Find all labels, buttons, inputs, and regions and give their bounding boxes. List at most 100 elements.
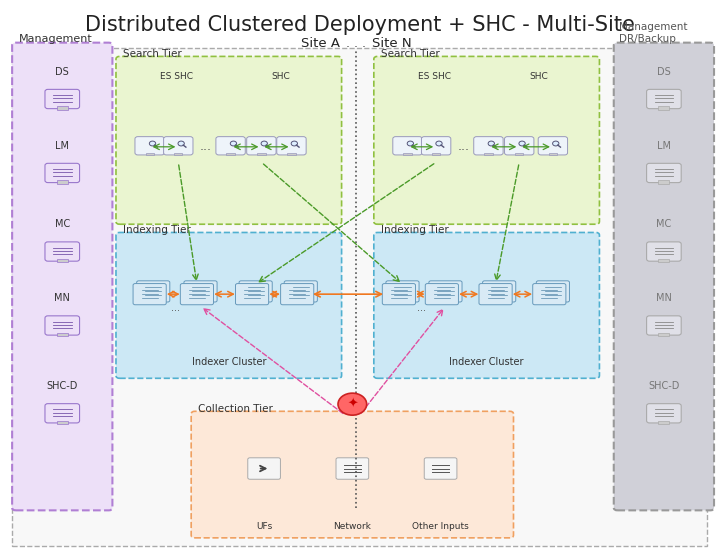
Text: MC: MC [55, 219, 70, 229]
FancyBboxPatch shape [191, 411, 513, 538]
FancyBboxPatch shape [57, 106, 68, 110]
FancyBboxPatch shape [280, 284, 313, 305]
FancyBboxPatch shape [184, 281, 217, 302]
FancyBboxPatch shape [505, 137, 534, 155]
Text: SHC-D: SHC-D [47, 381, 78, 391]
FancyBboxPatch shape [659, 421, 669, 424]
Text: Indexer Cluster: Indexer Cluster [191, 357, 266, 367]
FancyBboxPatch shape [12, 48, 707, 546]
Text: Distributed Clustered Deployment + SHC - Multi-Site: Distributed Clustered Deployment + SHC -… [85, 15, 634, 35]
FancyBboxPatch shape [257, 153, 265, 155]
FancyBboxPatch shape [646, 242, 681, 261]
FancyBboxPatch shape [646, 163, 681, 182]
Circle shape [407, 141, 413, 146]
Text: SHC-D: SHC-D [649, 381, 679, 391]
FancyBboxPatch shape [374, 56, 600, 224]
FancyBboxPatch shape [336, 458, 369, 479]
FancyBboxPatch shape [45, 316, 80, 335]
Text: MN: MN [55, 293, 70, 303]
Text: Management: Management [19, 34, 92, 44]
FancyBboxPatch shape [57, 421, 68, 424]
FancyBboxPatch shape [45, 404, 80, 423]
FancyBboxPatch shape [239, 281, 273, 302]
FancyBboxPatch shape [403, 153, 411, 155]
FancyBboxPatch shape [57, 259, 68, 262]
Text: DS: DS [55, 67, 69, 77]
FancyBboxPatch shape [116, 56, 342, 224]
Text: SHC: SHC [530, 72, 549, 81]
FancyBboxPatch shape [383, 284, 416, 305]
FancyBboxPatch shape [226, 153, 234, 155]
Text: ES SHC: ES SHC [418, 72, 451, 81]
FancyBboxPatch shape [429, 281, 462, 302]
FancyBboxPatch shape [533, 284, 566, 305]
FancyBboxPatch shape [614, 43, 714, 510]
FancyBboxPatch shape [646, 316, 681, 335]
FancyBboxPatch shape [646, 404, 681, 423]
Circle shape [261, 141, 267, 146]
FancyBboxPatch shape [539, 137, 567, 155]
FancyBboxPatch shape [116, 232, 342, 378]
Text: Search Tier: Search Tier [381, 49, 440, 59]
FancyBboxPatch shape [386, 281, 419, 302]
FancyBboxPatch shape [288, 153, 296, 155]
Text: MC: MC [656, 219, 672, 229]
FancyBboxPatch shape [424, 458, 457, 479]
Text: Network: Network [334, 521, 371, 531]
FancyBboxPatch shape [247, 137, 276, 155]
Text: ✦: ✦ [347, 398, 357, 411]
FancyBboxPatch shape [659, 106, 669, 110]
FancyBboxPatch shape [425, 284, 459, 305]
Circle shape [338, 393, 367, 415]
FancyBboxPatch shape [393, 137, 422, 155]
FancyBboxPatch shape [432, 153, 440, 155]
Text: ...: ... [171, 303, 180, 313]
FancyBboxPatch shape [57, 333, 68, 336]
Circle shape [291, 141, 298, 146]
Text: Site A: Site A [301, 37, 339, 50]
Circle shape [230, 141, 237, 146]
FancyBboxPatch shape [659, 259, 669, 262]
Text: Management
DR/Backup: Management DR/Backup [619, 22, 687, 44]
Text: Site N: Site N [372, 37, 411, 50]
Circle shape [178, 141, 184, 146]
Text: ES SHC: ES SHC [160, 72, 193, 81]
Text: LM: LM [657, 140, 671, 150]
FancyBboxPatch shape [421, 137, 451, 155]
Text: Other Inputs: Other Inputs [412, 521, 469, 531]
Circle shape [488, 141, 495, 146]
FancyBboxPatch shape [216, 137, 245, 155]
FancyBboxPatch shape [659, 333, 669, 336]
FancyBboxPatch shape [45, 163, 80, 182]
Text: Indexing Tier: Indexing Tier [381, 225, 449, 235]
FancyBboxPatch shape [174, 153, 183, 155]
FancyBboxPatch shape [374, 232, 600, 378]
Text: . . .: . . . [346, 37, 366, 50]
FancyBboxPatch shape [145, 153, 154, 155]
FancyBboxPatch shape [236, 284, 269, 305]
Text: ...: ... [199, 140, 211, 153]
Text: MN: MN [656, 293, 672, 303]
FancyBboxPatch shape [474, 137, 503, 155]
Text: Indexing Tier: Indexing Tier [123, 225, 191, 235]
FancyBboxPatch shape [646, 90, 681, 108]
Text: SHC: SHC [272, 72, 290, 81]
FancyBboxPatch shape [180, 284, 214, 305]
FancyBboxPatch shape [164, 137, 193, 155]
FancyBboxPatch shape [45, 90, 80, 108]
Circle shape [436, 141, 442, 146]
FancyBboxPatch shape [45, 242, 80, 261]
FancyBboxPatch shape [133, 284, 166, 305]
Circle shape [519, 141, 526, 146]
FancyBboxPatch shape [12, 43, 112, 510]
FancyBboxPatch shape [549, 153, 557, 155]
FancyBboxPatch shape [482, 281, 516, 302]
FancyBboxPatch shape [277, 137, 306, 155]
FancyBboxPatch shape [659, 180, 669, 184]
Text: Collection Tier: Collection Tier [198, 404, 273, 414]
FancyBboxPatch shape [57, 180, 68, 184]
Circle shape [553, 141, 559, 146]
Text: DS: DS [657, 67, 671, 77]
FancyBboxPatch shape [515, 153, 523, 155]
FancyBboxPatch shape [536, 281, 569, 302]
